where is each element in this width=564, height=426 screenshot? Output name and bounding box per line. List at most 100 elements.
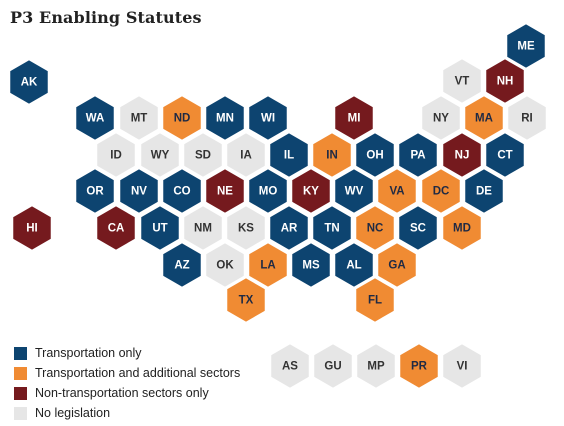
state-label-me: ME bbox=[517, 41, 535, 53]
state-hex-oh bbox=[354, 131, 396, 179]
state-tile-la: LA bbox=[247, 241, 289, 289]
state-tile-fl: FL bbox=[354, 276, 396, 324]
state-tile-nc: NC bbox=[354, 204, 396, 252]
state-hex-de bbox=[463, 167, 505, 215]
legend-label: Non-transportation sectors only bbox=[35, 386, 209, 400]
state-label-co: CO bbox=[173, 186, 190, 198]
state-label-ne: NE bbox=[217, 186, 233, 198]
state-hex-mi bbox=[333, 94, 375, 142]
state-hex-sc bbox=[397, 204, 439, 252]
legend-swatch-transport bbox=[14, 346, 27, 360]
state-hex-ma bbox=[463, 94, 505, 142]
state-label-pa: PA bbox=[410, 150, 425, 162]
state-label-in: IN bbox=[326, 150, 338, 162]
legend-label: Transportation and additional sectors bbox=[35, 366, 241, 380]
state-tile-mn: MN bbox=[204, 94, 246, 142]
state-tile-ma: MA bbox=[463, 94, 505, 142]
state-tile-ia: IA bbox=[225, 131, 267, 179]
state-tile-ne: NE bbox=[204, 167, 246, 215]
state-label-sc: SC bbox=[410, 223, 426, 235]
territory-tile-vi: VI bbox=[441, 342, 483, 390]
state-label-hi: HI bbox=[26, 223, 38, 235]
state-hex-in bbox=[311, 131, 353, 179]
state-label-ia: IA bbox=[240, 150, 252, 162]
state-hex-ne bbox=[204, 167, 246, 215]
state-tile-dc: DC bbox=[420, 167, 462, 215]
state-hex-md bbox=[441, 204, 483, 252]
state-hex-nm bbox=[182, 204, 224, 252]
state-hex-nc bbox=[354, 204, 396, 252]
state-label-wy: WY bbox=[151, 150, 170, 162]
state-hex-mo bbox=[247, 167, 289, 215]
state-label-nc: NC bbox=[367, 223, 384, 235]
legend-label: No legislation bbox=[35, 406, 111, 420]
legend-swatch-additional bbox=[14, 366, 27, 380]
territory-label-vi: VI bbox=[457, 361, 468, 373]
state-tile-ky: KY bbox=[290, 167, 332, 215]
state-hex-ks bbox=[225, 204, 267, 252]
territory-tile-pr: PR bbox=[398, 342, 440, 390]
state-hex-wi bbox=[247, 94, 289, 142]
state-label-il: IL bbox=[284, 150, 294, 162]
state-tile-ny: NY bbox=[420, 94, 462, 142]
state-hex-ar bbox=[268, 204, 310, 252]
territory-label-gu: GU bbox=[324, 361, 341, 373]
state-label-wi: WI bbox=[261, 113, 275, 125]
state-tile-ct: CT bbox=[484, 131, 526, 179]
state-hex-ga bbox=[376, 241, 418, 289]
state-tile-il: IL bbox=[268, 131, 310, 179]
state-label-nm: NM bbox=[194, 223, 212, 235]
state-tile-or: OR bbox=[74, 167, 116, 215]
state-label-ms: MS bbox=[302, 260, 320, 272]
state-label-mt: MT bbox=[131, 113, 148, 125]
state-tile-nj: NJ bbox=[441, 131, 483, 179]
state-tile-ga: GA bbox=[376, 241, 418, 289]
state-hex-ct bbox=[484, 131, 526, 179]
state-label-md: MD bbox=[453, 223, 471, 235]
state-tile-sc: SC bbox=[397, 204, 439, 252]
state-label-mo: MO bbox=[259, 186, 278, 198]
page-title: P3 Enabling Statutes bbox=[10, 8, 202, 27]
state-hex-ky bbox=[290, 167, 332, 215]
state-label-la: LA bbox=[260, 260, 275, 272]
territory-hex-gu bbox=[312, 342, 354, 390]
legend-item-non-transport: Non-transportation sectors only bbox=[14, 383, 240, 403]
state-hex-hi bbox=[11, 204, 53, 252]
state-label-ak: AK bbox=[21, 77, 38, 89]
state-label-dc: DC bbox=[433, 186, 450, 198]
state-tile-mi: MI bbox=[333, 94, 375, 142]
state-hex-va bbox=[376, 167, 418, 215]
state-hex-ca bbox=[95, 204, 137, 252]
state-tile-ak: AK bbox=[8, 58, 50, 106]
state-tile-tn: TN bbox=[311, 204, 353, 252]
state-label-ut: UT bbox=[152, 223, 167, 235]
state-tile-ms: MS bbox=[290, 241, 332, 289]
state-label-mn: MN bbox=[216, 113, 234, 125]
state-hex-al bbox=[333, 241, 375, 289]
state-hex-me bbox=[505, 22, 547, 70]
legend-item-additional: Transportation and additional sectors bbox=[14, 363, 240, 383]
state-tile-ar: AR bbox=[268, 204, 310, 252]
state-hex-tn bbox=[311, 204, 353, 252]
territory-tile-as: AS bbox=[269, 342, 311, 390]
state-hex-ri bbox=[506, 94, 548, 142]
state-tile-ok: OK bbox=[204, 241, 246, 289]
state-label-ct: CT bbox=[497, 150, 512, 162]
state-tile-wi: WI bbox=[247, 94, 289, 142]
state-hex-sd bbox=[182, 131, 224, 179]
state-hex-nj bbox=[441, 131, 483, 179]
state-tile-wv: WV bbox=[333, 167, 375, 215]
state-label-az: AZ bbox=[174, 260, 189, 272]
state-tile-mt: MT bbox=[118, 94, 160, 142]
state-tile-az: AZ bbox=[161, 241, 203, 289]
state-hex-wa bbox=[74, 94, 116, 142]
state-tile-nh: NH bbox=[484, 57, 526, 105]
state-tile-in: IN bbox=[311, 131, 353, 179]
state-label-nh: NH bbox=[497, 76, 514, 88]
state-tile-wy: WY bbox=[139, 131, 181, 179]
state-label-or: OR bbox=[86, 186, 104, 198]
state-tile-vt: VT bbox=[441, 57, 483, 105]
state-hex-nh bbox=[484, 57, 526, 105]
state-hex-mt bbox=[118, 94, 160, 142]
